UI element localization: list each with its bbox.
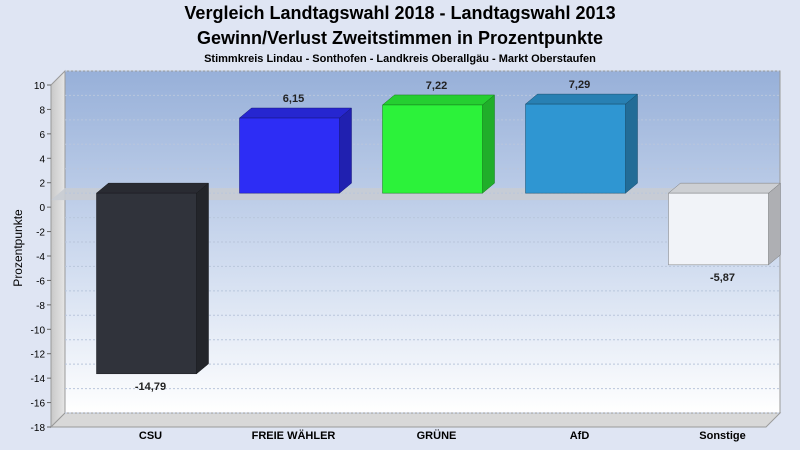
y-tick-label: 2 <box>39 179 45 190</box>
bar-freie-w-hler <box>238 107 353 194</box>
data-label: 6,15 <box>283 93 304 105</box>
bar-front <box>239 117 340 194</box>
y-tick-label: 6 <box>39 130 45 141</box>
bar-sonstige <box>667 182 782 266</box>
y-tick-label: -10 <box>31 325 46 336</box>
bar-gr-ne <box>381 94 496 194</box>
bars <box>95 93 782 375</box>
y-tick-label: -2 <box>36 228 45 239</box>
category-label: AfD <box>570 430 590 442</box>
y-axis-ticks: 10 8 6 4 2 0 -2 -4 -6 -8 -10 -12 -14 -16 -18 <box>31 81 51 434</box>
bar-front <box>525 103 626 194</box>
data-label: 7,22 <box>426 80 447 92</box>
x-axis-categories: CSU FREIE WÄHLER GRÜNE AfD Sonstige <box>139 429 746 442</box>
chart-subtitle: Gewinn/Verlust Zweitstimmen in Prozentpu… <box>196 28 604 48</box>
bar-side <box>768 182 781 266</box>
data-label: -5,87 <box>710 272 735 284</box>
bar-front <box>668 192 769 266</box>
category-label: Sonstige <box>699 430 745 442</box>
y-tick-label: -4 <box>36 252 45 263</box>
bar-top <box>524 93 639 105</box>
bar-front <box>96 192 197 375</box>
y-tick-label: -6 <box>36 276 45 287</box>
y-tick-label: 4 <box>39 154 45 165</box>
data-labels: -14,79 6,15 7,22 7,29 -5,87 <box>135 79 735 393</box>
bar-side <box>339 107 352 194</box>
bar-front <box>382 104 483 194</box>
category-label: GRÜNE <box>417 429 457 442</box>
data-label: 7,29 <box>569 79 590 91</box>
bar-top <box>238 107 353 119</box>
bar-side <box>625 93 638 194</box>
bar-top <box>381 94 496 106</box>
y-tick-label: -8 <box>36 301 45 312</box>
bar-top <box>95 182 210 194</box>
bar-afd <box>524 93 639 194</box>
data-label: -14,79 <box>135 381 166 393</box>
floor <box>49 412 782 428</box>
category-label: CSU <box>139 430 162 442</box>
y-tick-label: -14 <box>31 374 46 385</box>
y-tick-label: 8 <box>39 105 45 116</box>
y-tick-label: -12 <box>31 350 46 361</box>
left-wall <box>50 69 66 429</box>
category-label: FREIE WÄHLER <box>252 429 336 442</box>
y-axis-label: Prozentpunkte <box>11 209 25 287</box>
y-tick-label: -18 <box>31 423 46 434</box>
bar-top <box>667 182 782 194</box>
y-tick-label: -16 <box>31 399 46 410</box>
y-tick-label: 0 <box>39 203 45 214</box>
bar-csu <box>95 182 210 375</box>
bar-side <box>482 94 495 194</box>
y-tick-label: 10 <box>34 81 46 92</box>
chart-title: Vergleich Landtagswahl 2018 - Landtagswa… <box>184 3 616 23</box>
chart-region-subtitle: Stimmkreis Lindau - Sonthofen - Landkrei… <box>204 53 596 65</box>
bar-side <box>196 182 209 375</box>
